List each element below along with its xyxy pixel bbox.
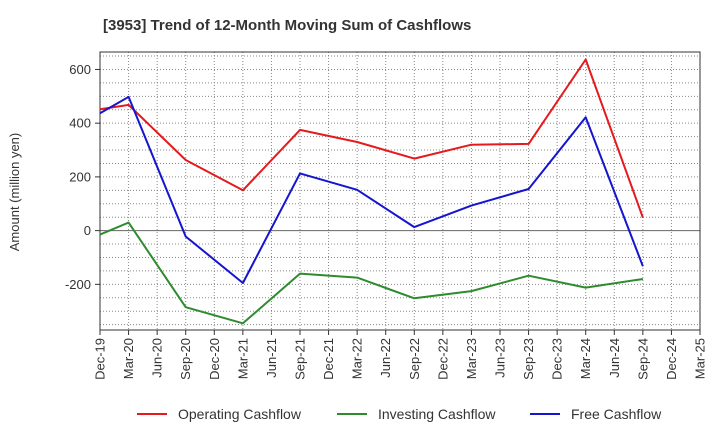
x-tick-label: Dec-23 bbox=[550, 338, 565, 380]
legend-label: Operating Cashflow bbox=[178, 406, 302, 422]
y-tick-label: 0 bbox=[84, 223, 91, 238]
plot-border bbox=[99, 51, 701, 331]
series-lines bbox=[99, 58, 644, 325]
x-tick-label: Mar-24 bbox=[578, 338, 593, 379]
x-tick-label: Sep-20 bbox=[178, 338, 193, 380]
plot-frame bbox=[99, 51, 701, 331]
x-tick-label: Mar-20 bbox=[121, 338, 136, 379]
x-tick-label: Dec-21 bbox=[321, 338, 336, 380]
y-axis: -200 0 200 400 600 bbox=[65, 62, 100, 292]
x-tick-label: Sep-22 bbox=[407, 338, 422, 380]
legend-label: Investing Cashflow bbox=[378, 406, 496, 422]
x-tick-label: Jun-23 bbox=[493, 338, 508, 378]
x-tick-label: Jun-22 bbox=[378, 338, 393, 378]
grid bbox=[99, 52, 701, 330]
y-tick-label: 400 bbox=[69, 116, 91, 131]
y-tick-label: 200 bbox=[69, 169, 91, 184]
x-tick-label: Dec-24 bbox=[664, 338, 679, 380]
series-line bbox=[99, 58, 644, 219]
x-tick-label: Sep-21 bbox=[293, 338, 308, 380]
x-tick-label: Jun-20 bbox=[150, 338, 165, 378]
x-tick-label: Mar-21 bbox=[235, 338, 250, 379]
x-tick-label: Dec-19 bbox=[93, 338, 108, 380]
chart-title: [3953] Trend of 12-Month Moving Sum of C… bbox=[103, 17, 471, 34]
x-axis: Dec-19 Mar-20 Jun-20 Sep-20 Dec-20 Mar-21 Jun-… bbox=[93, 330, 708, 380]
x-tick-label: Dec-20 bbox=[207, 338, 222, 380]
x-tick-label: Dec-22 bbox=[435, 338, 450, 380]
x-tick-label: Mar-25 bbox=[693, 338, 708, 379]
legend: Operating Cashflow Investing Cashflow Free… bbox=[137, 406, 662, 422]
x-tick-label: Jun-21 bbox=[264, 338, 279, 378]
series-line bbox=[99, 95, 644, 284]
x-tick-label: Mar-22 bbox=[350, 338, 365, 379]
x-tick-label: Mar-23 bbox=[464, 338, 479, 379]
y-tick-label: -200 bbox=[65, 277, 91, 292]
y-tick-label: 600 bbox=[69, 62, 91, 77]
x-tick-label: Sep-24 bbox=[635, 338, 650, 380]
legend-label: Free Cashflow bbox=[571, 406, 662, 422]
y-axis-label: Amount (million yen) bbox=[7, 133, 22, 252]
series-line bbox=[99, 221, 644, 325]
x-tick-label: Sep-23 bbox=[521, 338, 536, 380]
x-tick-label: Jun-24 bbox=[607, 338, 622, 378]
